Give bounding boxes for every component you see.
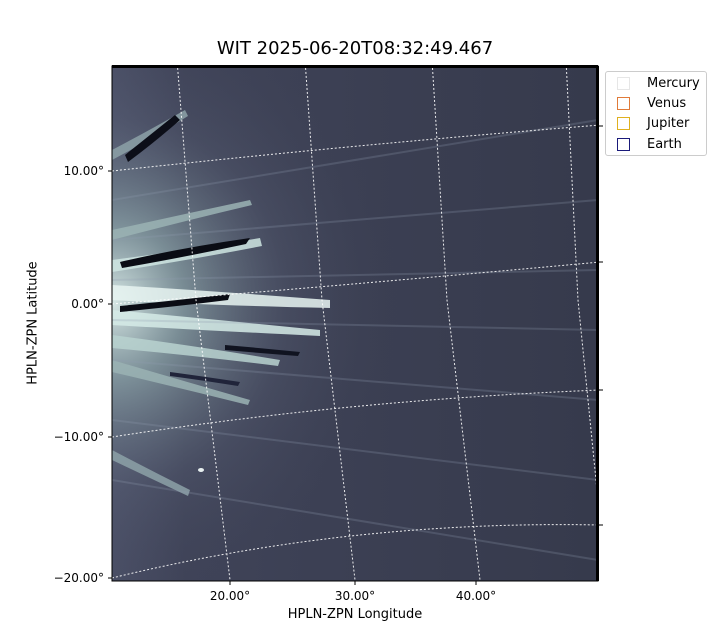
plot-title: WIT 2025-06-20T08:32:49.467 [216, 38, 494, 59]
y-tick-label: −20.00° [53, 571, 104, 585]
legend-item-venus: Venus [617, 95, 686, 111]
tick-marks [108, 125, 603, 585]
faint-rays [112, 119, 598, 561]
bright-point [198, 468, 204, 472]
y-tick-label: 0.00° [71, 297, 104, 311]
x-axis-label: HPLN-ZPN Longitude [287, 607, 423, 622]
legend-item-mercury: Mercury [617, 75, 700, 91]
y-tick-label: −10.00° [53, 430, 104, 444]
y-axis-label: HPLN-ZPN Latitude [25, 261, 41, 385]
coordinate-grid [112, 66, 598, 581]
legend-item-jupiter: Jupiter [617, 115, 689, 131]
x-tick-label: 40.00° [455, 589, 497, 603]
legend-swatch [617, 76, 630, 90]
x-tick-label: 20.00° [209, 589, 251, 603]
y-tick-label: 10.00° [63, 164, 104, 178]
legend-swatch [617, 137, 630, 151]
legend-label: Mercury [647, 75, 700, 91]
legend: Mercury Venus Jupiter Earth [605, 71, 707, 156]
dark-lanes [120, 115, 300, 386]
legend-label: Earth [647, 136, 682, 152]
legend-label: Jupiter [647, 115, 690, 131]
legend-label: Venus [647, 95, 687, 111]
x-tick-label: 30.00° [334, 589, 376, 603]
legend-swatch [617, 116, 630, 130]
legend-swatch [617, 96, 630, 110]
legend-item-earth: Earth [617, 136, 682, 152]
